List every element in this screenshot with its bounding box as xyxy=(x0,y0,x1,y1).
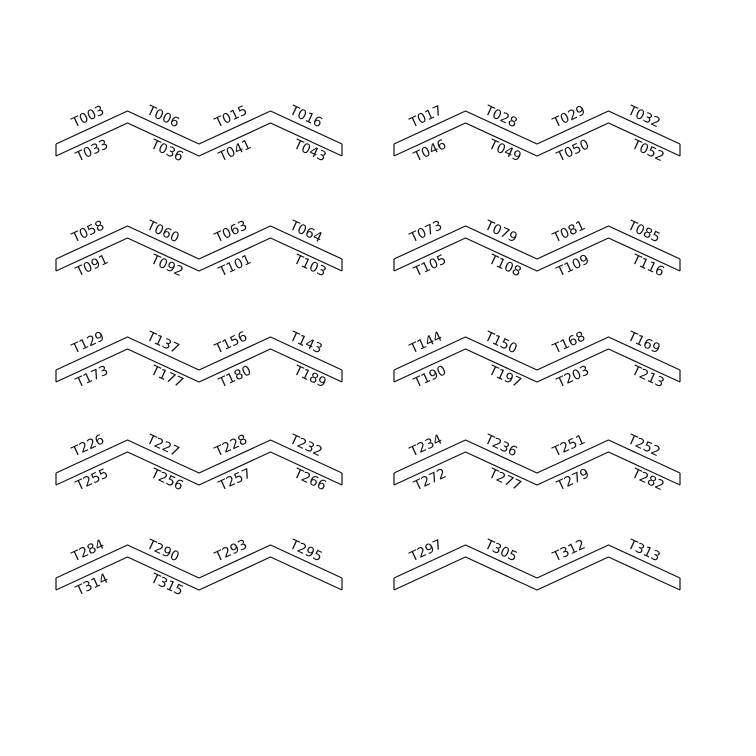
zigzag-lower-line xyxy=(393,348,681,383)
zigzag-lower-line xyxy=(55,237,343,272)
zigzag-upper-line xyxy=(393,110,681,145)
segment-label-bottom: T091 xyxy=(72,251,110,280)
segment-label-top: T081 xyxy=(549,217,587,246)
segment-label-bottom: T046 xyxy=(410,136,448,165)
segment-label-top: T284 xyxy=(68,536,106,565)
segment-label-top: T228 xyxy=(211,431,249,460)
segment-label-top: T029 xyxy=(549,102,587,131)
segment-label-bottom: T257 xyxy=(215,465,253,494)
segment-label-top: T129 xyxy=(68,328,106,357)
segment-label-bottom: T180 xyxy=(215,362,253,391)
segment-label-bottom: T109 xyxy=(553,251,591,280)
segment-label-bottom: T314 xyxy=(72,570,110,599)
segment-label-top: T015 xyxy=(211,102,249,131)
segment-label-bottom: T050 xyxy=(553,136,591,165)
segment-label-top: T293 xyxy=(211,536,249,565)
segment-label-top: T251 xyxy=(549,431,587,460)
segment-label-bottom: T101 xyxy=(215,251,253,280)
segment-label-top: T297 xyxy=(406,536,444,565)
segment-label-top: T017 xyxy=(406,102,444,131)
segment-label-top: T234 xyxy=(406,431,444,460)
segment-label-top: T063 xyxy=(211,217,249,246)
segment-label-top: T073 xyxy=(406,217,444,246)
zigzag-lower-line xyxy=(55,122,343,157)
segment-label-top: T003 xyxy=(68,102,106,131)
segment-label-bottom: T203 xyxy=(553,362,591,391)
segment-label-top: T226 xyxy=(68,431,106,460)
segment-label-bottom: T272 xyxy=(410,465,448,494)
segment-label-bottom: T279 xyxy=(553,465,591,494)
zigzag-lower-line xyxy=(393,451,681,486)
segment-label-top: T156 xyxy=(211,328,249,357)
zigzag-upper-line xyxy=(55,439,343,474)
zigzag-lower-line xyxy=(55,348,343,383)
segment-label-bottom: T105 xyxy=(410,251,448,280)
segment-label-bottom: T255 xyxy=(72,465,110,494)
zigzag-upper-line xyxy=(393,225,681,260)
segment-label-top: T144 xyxy=(406,328,444,357)
zigzag-upper-line xyxy=(393,544,681,579)
segment-label-bottom: T173 xyxy=(72,362,110,391)
segment-label-top: T168 xyxy=(549,328,587,357)
segment-label-bottom: T033 xyxy=(72,136,110,165)
zigzag-upper-line xyxy=(393,336,681,371)
zigzag-lower-line xyxy=(393,237,681,272)
zigzag-upper-line xyxy=(55,336,343,371)
zigzag-lower-line xyxy=(55,451,343,486)
zigzag-panel: T297 T305 T312 T313 xyxy=(393,536,681,591)
zigzag-upper-line xyxy=(393,439,681,474)
zigzag-lower-line xyxy=(55,556,343,591)
segment-label-top: T058 xyxy=(68,217,106,246)
zigzag-upper-line xyxy=(55,110,343,145)
zigzag-lower-line xyxy=(393,556,681,591)
zigzag-lower-line xyxy=(393,122,681,157)
zigzag-upper-line xyxy=(55,544,343,579)
segment-label-top: T312 xyxy=(549,536,587,565)
segment-label-bottom: T190 xyxy=(410,362,448,391)
segment-label-bottom: T041 xyxy=(215,136,253,165)
zigzag-upper-line xyxy=(55,225,343,260)
